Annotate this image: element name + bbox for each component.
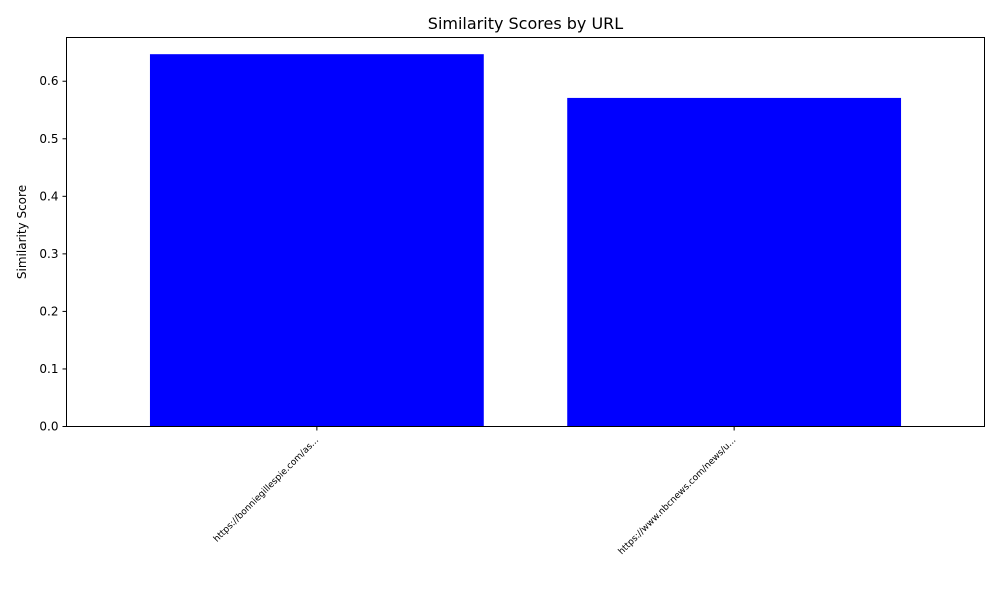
- y-tick-label: 0.5: [39, 132, 58, 146]
- y-tick-label: 0.1: [39, 362, 58, 376]
- y-tick-label: 0.2: [39, 304, 58, 318]
- bar-2: [567, 97, 902, 427]
- y-axis-label: Similarity Score: [15, 185, 29, 279]
- y-tick-label: 0.6: [39, 74, 58, 88]
- bars-group: [149, 54, 902, 427]
- plot-frame: [66, 37, 985, 427]
- y-tick-label: 0.0: [39, 420, 58, 434]
- bar-1: [149, 54, 484, 427]
- y-axis: 0.0 0.1 0.2 0.3 0.4 0.5 0.6: [39, 74, 67, 434]
- y-tick-label: 0.3: [39, 247, 58, 261]
- chart-title: Similarity Scores by URL: [428, 14, 624, 33]
- y-tick-label: 0.4: [39, 189, 58, 203]
